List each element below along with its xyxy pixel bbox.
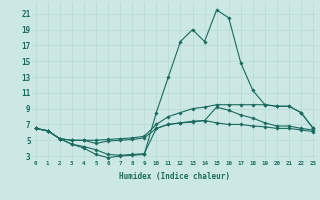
X-axis label: Humidex (Indice chaleur): Humidex (Indice chaleur) xyxy=(119,172,230,181)
